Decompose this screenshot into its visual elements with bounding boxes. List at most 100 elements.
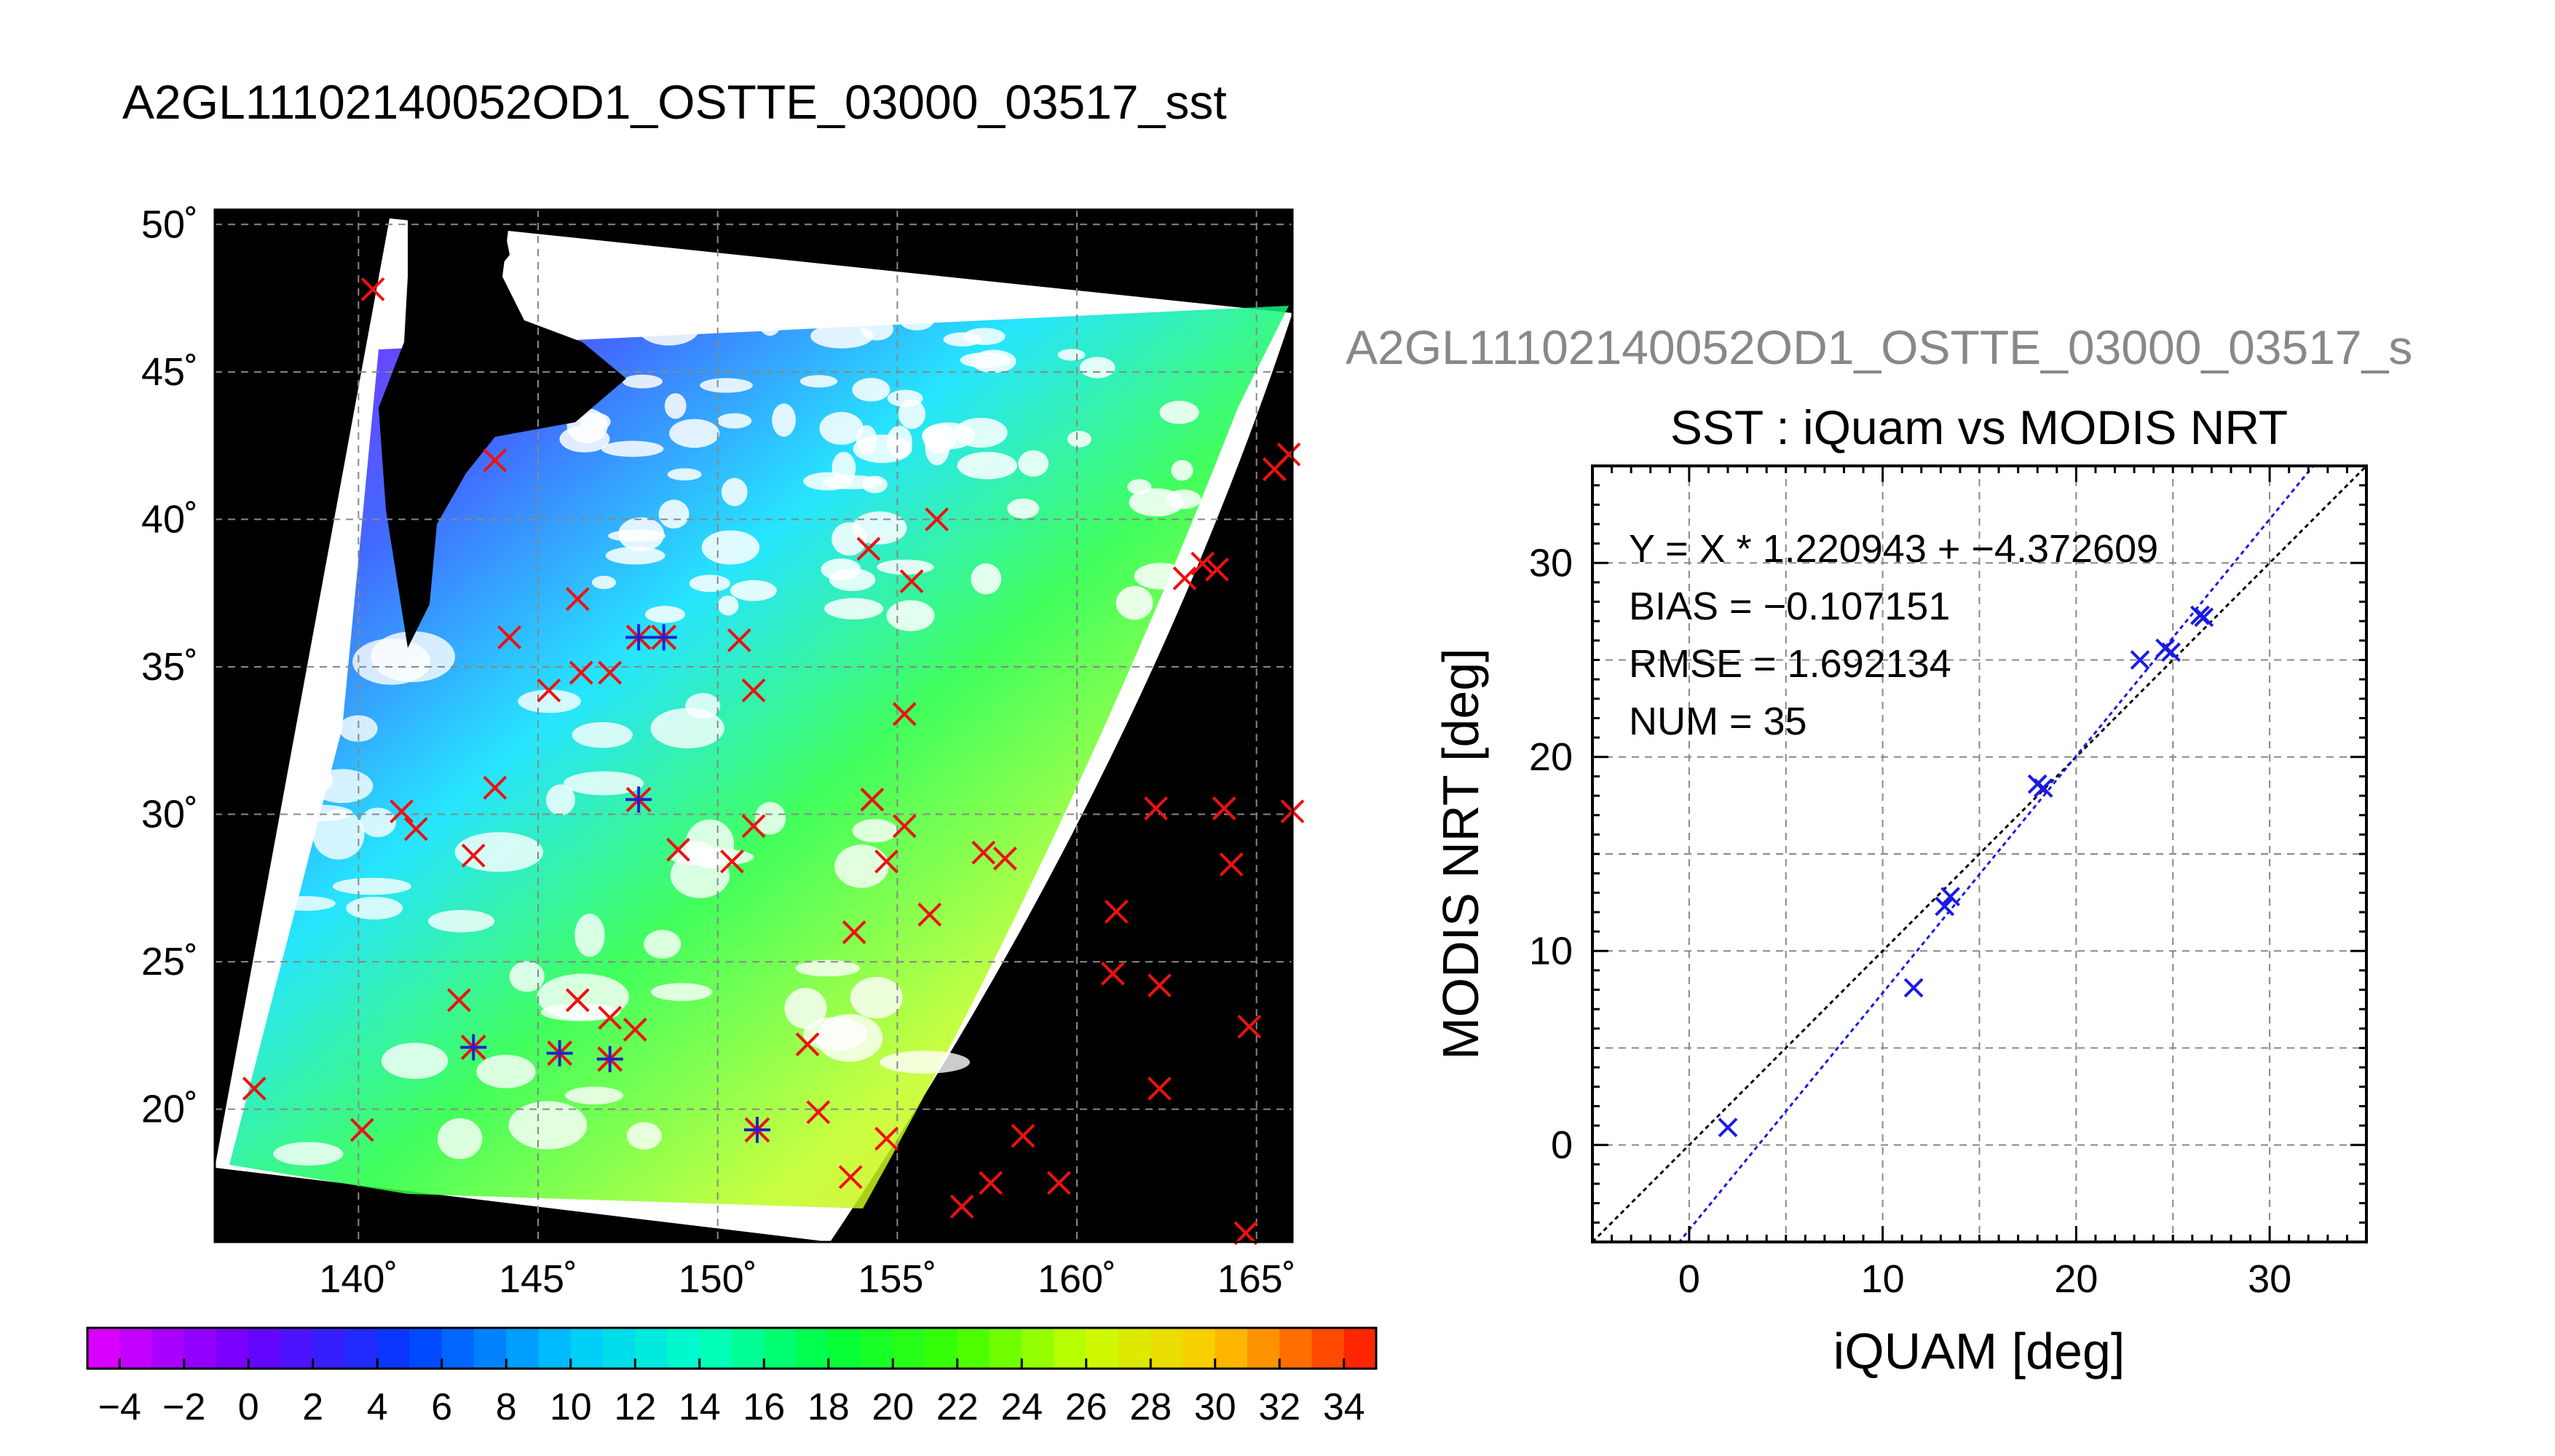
cloud-patch [886, 600, 935, 632]
map-matchup-mark [949, 1194, 974, 1219]
colorbar-tick-label: 6 [431, 1386, 452, 1428]
map-matchup-mark [719, 849, 744, 874]
map-matchup-mark-stroke-b [1190, 551, 1215, 576]
map-matchup-mark-stroke-b [992, 846, 1017, 871]
colorbar-tick-label: 10 [550, 1386, 592, 1428]
map-y-tick-label: 45˚ [141, 350, 198, 394]
map-matchup-mark [1100, 961, 1125, 986]
colorbar-cell [732, 1328, 765, 1369]
cloud-patch [565, 1086, 623, 1104]
colorbar-cell [1118, 1328, 1151, 1369]
map-matchup-mark [598, 1005, 623, 1030]
cloud-patch [824, 598, 884, 620]
colorbar-cell [1343, 1328, 1377, 1369]
colorbar-tick-label: 30 [1194, 1386, 1236, 1428]
colorbar-cell [248, 1328, 281, 1369]
map-panel: 140˚ 145˚ 150˚ 155˚ 160˚ 165˚ 50˚ 45˚ 40˚ 35˚ 30˚… [141, 202, 1305, 1301]
scatter-point [2130, 650, 2150, 670]
scatter-point [1940, 887, 1961, 907]
map-matchup-mark-stroke-b [899, 569, 924, 593]
scatter-point-stroke-b [2033, 778, 2053, 798]
map-matchup-mark [390, 799, 414, 823]
colorbar-cell [151, 1328, 185, 1369]
map-matchup-mark-stroke-b [1104, 899, 1129, 924]
colorbar-cell [506, 1328, 539, 1369]
map-matchup-mark [1144, 796, 1168, 820]
cloud-patch [352, 638, 431, 685]
bias-text: BIAS = −0.107151 [1629, 585, 1950, 628]
colorbar: −4 −2 0 2 4 6 8 10 12 14 16 18 20 22 24 26 28 30 32 34 [86, 1326, 1378, 1428]
colorbar-cell [635, 1328, 668, 1369]
cloud-patch [721, 478, 748, 507]
map-matchup-mark [1104, 899, 1129, 924]
map-matchup-mark [1219, 852, 1244, 877]
map-matchup-mark [1046, 1171, 1071, 1195]
colorbar-cell [764, 1328, 797, 1369]
map-matchup-mark [1204, 557, 1229, 582]
cloud-patch [852, 511, 907, 545]
map-matchup-mark [1190, 551, 1215, 576]
colorbar-tick-label: 16 [743, 1386, 785, 1428]
colorbar-tick-label: 18 [807, 1386, 850, 1428]
cloud-patch [1079, 357, 1115, 379]
map-matchup-mark [741, 678, 766, 703]
colorbar-cell [345, 1328, 378, 1369]
colorbar-cell [183, 1328, 217, 1369]
map-matchup-mark [666, 837, 690, 862]
map-matchup-mark-stroke-b [979, 1171, 1003, 1195]
cloud-patch [617, 517, 665, 552]
cloud-patch [574, 913, 605, 957]
scatter-annotations: Y = X * 1.220943 + −4.372609 BIAS = −0.1… [1629, 527, 2158, 743]
map-matchup-mark-stroke-b [483, 775, 508, 800]
map-matchup-mark-stroke-b [483, 448, 508, 472]
map-matchup-mark-stroke-b [537, 678, 561, 703]
map-matchup-mark [892, 814, 917, 839]
map-matchup-mark [856, 537, 881, 561]
cloud-patch [273, 1142, 344, 1166]
cloud-patch [332, 877, 411, 895]
colorbar-cell [1215, 1328, 1248, 1369]
map-matchup-mark-stroke-b [874, 1126, 899, 1151]
map-matchup-mark-stroke-b [1100, 961, 1125, 986]
map-matchup-mark-stroke-b [892, 702, 917, 727]
cloud-patch [509, 961, 545, 992]
map-matchup-mark [447, 988, 471, 1013]
rmse-text: RMSE = 1.692134 [1629, 642, 1951, 686]
map-matchup-mark [727, 628, 751, 652]
map-matchup-mark-stroke-b [598, 1005, 623, 1030]
map-matchup-mark [1237, 1014, 1262, 1039]
colorbar-cell [312, 1328, 346, 1369]
colorbar-cell [925, 1328, 958, 1369]
scatter-point-stroke-b [1903, 978, 1924, 998]
cloud-patch [276, 895, 336, 911]
map-x-tick-label: 155˚ [858, 1257, 936, 1301]
map-matchup-mark [1276, 442, 1301, 467]
colorbar-cell [1182, 1328, 1216, 1369]
scatter-point [1935, 896, 1955, 917]
cloud-patch [689, 574, 730, 593]
cloud-patch [652, 318, 676, 331]
regression-line [1678, 466, 2315, 1242]
scatter-y-tick-label: 20 [1529, 735, 1573, 779]
scatter-point [1903, 978, 1924, 998]
cloud-patch [1115, 586, 1153, 620]
map-matchup-mark [874, 849, 899, 874]
cloud-patch [1166, 489, 1201, 510]
map-matchup-mark [1172, 566, 1197, 590]
map-matchup-mark-stroke-b [860, 787, 885, 812]
cloud-patch [957, 451, 1017, 480]
cloud-patch [960, 352, 1011, 368]
map-matchup-mark [860, 787, 885, 812]
map-matchup-mark [565, 587, 590, 612]
map-x-tick-label: 145˚ [499, 1257, 577, 1301]
scatter-point-stroke-b [2130, 650, 2150, 670]
cloud-patch [476, 1054, 536, 1088]
cloud-patch [346, 896, 403, 920]
cloud-patch [717, 595, 739, 616]
cloud-patch [877, 559, 934, 575]
cloud-patch [622, 374, 663, 389]
map-y-tick-labels: 50˚ 45˚ 40˚ 35˚ 30˚ 25˚ 20˚ [141, 202, 198, 1131]
map-matchup-mark-stroke-b [1172, 566, 1197, 590]
map-matchup-mark-stroke-b [741, 678, 766, 703]
cloud-patch [591, 575, 616, 590]
